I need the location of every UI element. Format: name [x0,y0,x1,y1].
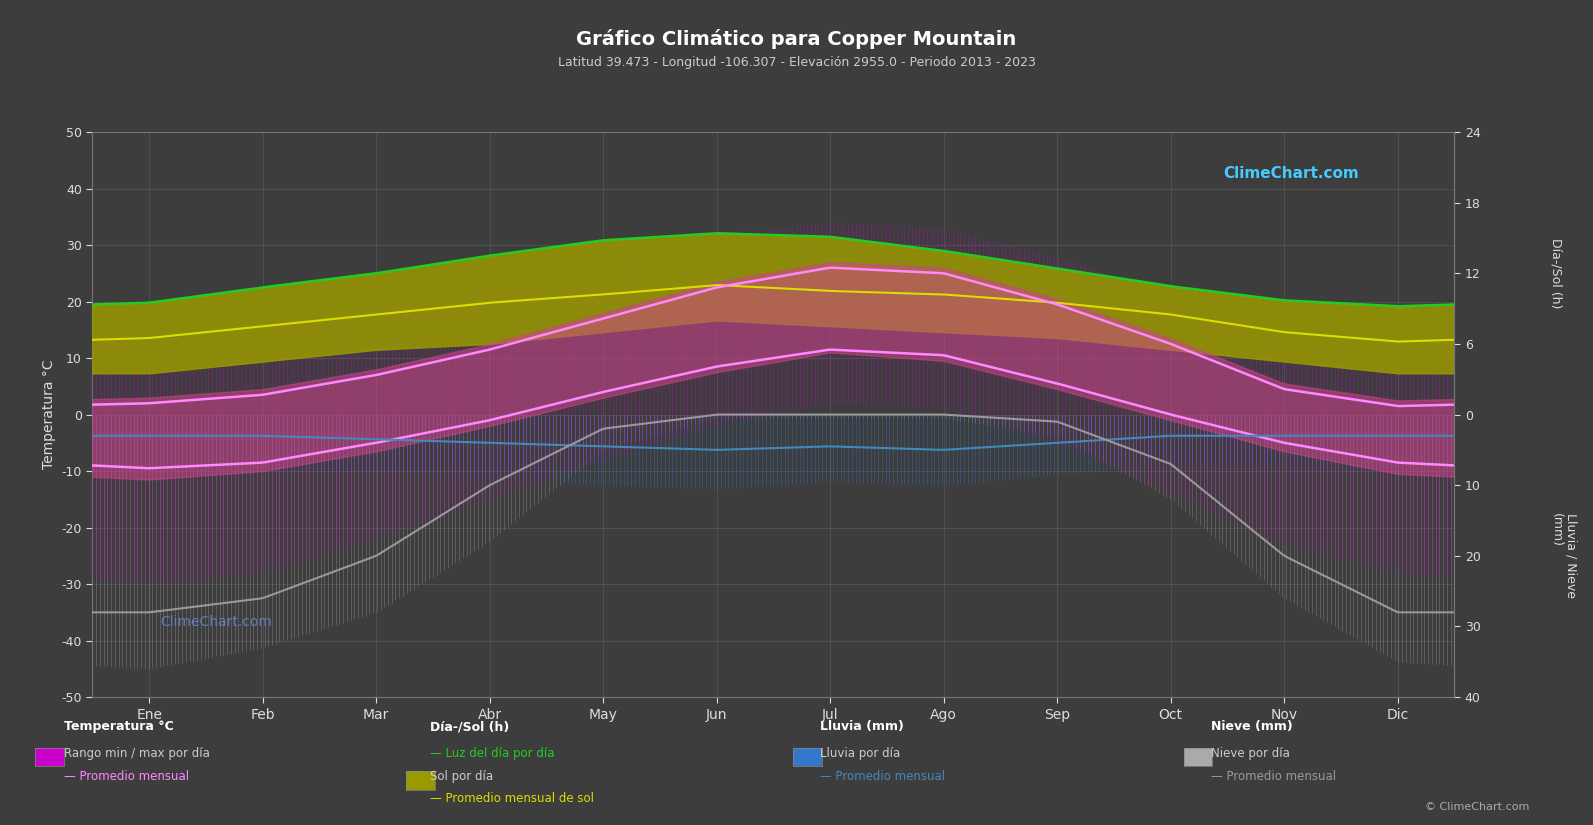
Text: Lluvia (mm): Lluvia (mm) [820,720,905,733]
Y-axis label: Temperatura °C: Temperatura °C [41,360,56,469]
Text: Sol por día: Sol por día [430,770,494,783]
Text: — Luz del día por día: — Luz del día por día [430,747,554,761]
Text: — Promedio mensual de sol: — Promedio mensual de sol [430,792,594,805]
Text: Nieve (mm): Nieve (mm) [1211,720,1292,733]
Text: Nieve por día: Nieve por día [1211,747,1290,761]
Text: — Promedio mensual: — Promedio mensual [64,770,190,783]
Text: Lluvia / Nieve
(mm): Lluvia / Nieve (mm) [1550,513,1577,598]
Text: Latitud 39.473 - Longitud -106.307 - Elevación 2955.0 - Periodo 2013 - 2023: Latitud 39.473 - Longitud -106.307 - Ele… [558,56,1035,69]
Text: Temperatura °C: Temperatura °C [64,720,174,733]
Text: Día-/Sol (h): Día-/Sol (h) [430,720,510,733]
Text: © ClimeChart.com: © ClimeChart.com [1424,802,1529,812]
Text: Rango min / max por día: Rango min / max por día [64,747,210,761]
Text: — Promedio mensual: — Promedio mensual [820,770,946,783]
Text: — Promedio mensual: — Promedio mensual [1211,770,1337,783]
Text: Día-/Sol (h): Día-/Sol (h) [1550,238,1563,309]
Text: ClimeChart.com: ClimeChart.com [161,615,272,629]
Text: Lluvia por día: Lluvia por día [820,747,900,761]
Text: ClimeChart.com: ClimeChart.com [1223,166,1359,181]
Text: Gráfico Climático para Copper Mountain: Gráfico Climático para Copper Mountain [577,29,1016,49]
